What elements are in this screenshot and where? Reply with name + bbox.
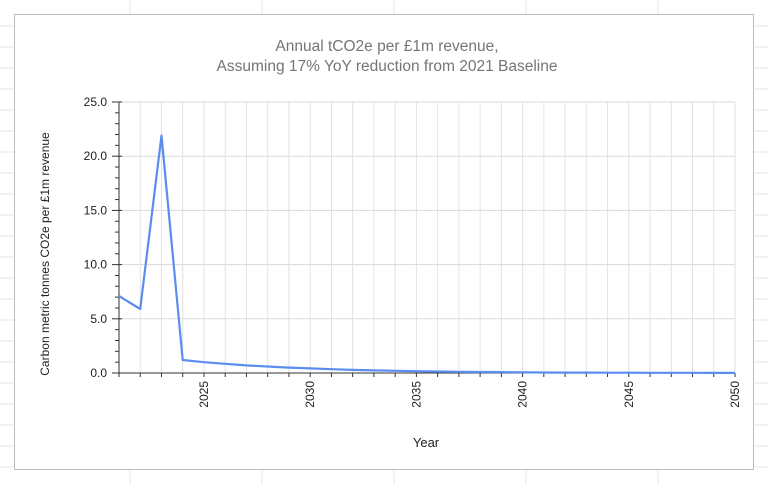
y-tick-label: 10.0 (84, 258, 108, 272)
y-axis-ticks: 0.0 5.0 10.0 15.0 20.0 25.0 (84, 95, 122, 380)
x-tick-label: 2025 (197, 381, 211, 408)
chart-title: Annual tCO2e per £1m revenue, (275, 38, 498, 55)
x-tick-label: 2050 (728, 381, 742, 408)
chart-card[interactable]: Annual tCO2e per £1m revenue, Assuming 1… (14, 14, 754, 470)
gridlines (118, 101, 736, 374)
series-line (118, 134, 735, 374)
y-tick-label: 5.0 (90, 312, 107, 326)
y-tick-label: 25.0 (84, 95, 108, 109)
x-axis-label: Year (413, 435, 440, 450)
x-tick-label: 2040 (516, 381, 530, 408)
y-axis-label: Carbon metric tonnes CO2e per £1m revenu… (38, 132, 52, 376)
x-axis-ticks: 2025 2030 2035 2040 2045 2050 (118, 372, 742, 408)
y-tick-label: 0.0 (90, 366, 107, 380)
x-tick-label: 2045 (622, 381, 636, 408)
data-series (118, 134, 735, 374)
y-tick-label: 20.0 (84, 149, 108, 163)
line-chart: Annual tCO2e per £1m revenue, Assuming 1… (38, 38, 742, 450)
x-tick-label: 2035 (409, 381, 423, 408)
chart-subtitle: Assuming 17% YoY reduction from 2021 Bas… (217, 58, 558, 75)
x-tick-label: 2030 (303, 381, 317, 408)
y-tick-label: 15.0 (84, 203, 108, 217)
